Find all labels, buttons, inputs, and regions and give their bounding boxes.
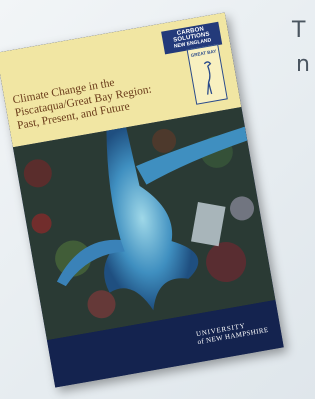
side-text: n bbox=[296, 52, 310, 77]
satellite-image bbox=[13, 107, 276, 340]
university-logo: UNIVERSITY of NEW HAMPSHIRE bbox=[195, 318, 269, 346]
report-cover: Climate Change in the Piscataqua/Great B… bbox=[0, 12, 284, 387]
page: T n Climate Change in the Piscataqua/Gre… bbox=[0, 0, 315, 399]
side-text: T bbox=[292, 18, 305, 43]
estuary-logo: GREAT BAY bbox=[187, 44, 228, 105]
